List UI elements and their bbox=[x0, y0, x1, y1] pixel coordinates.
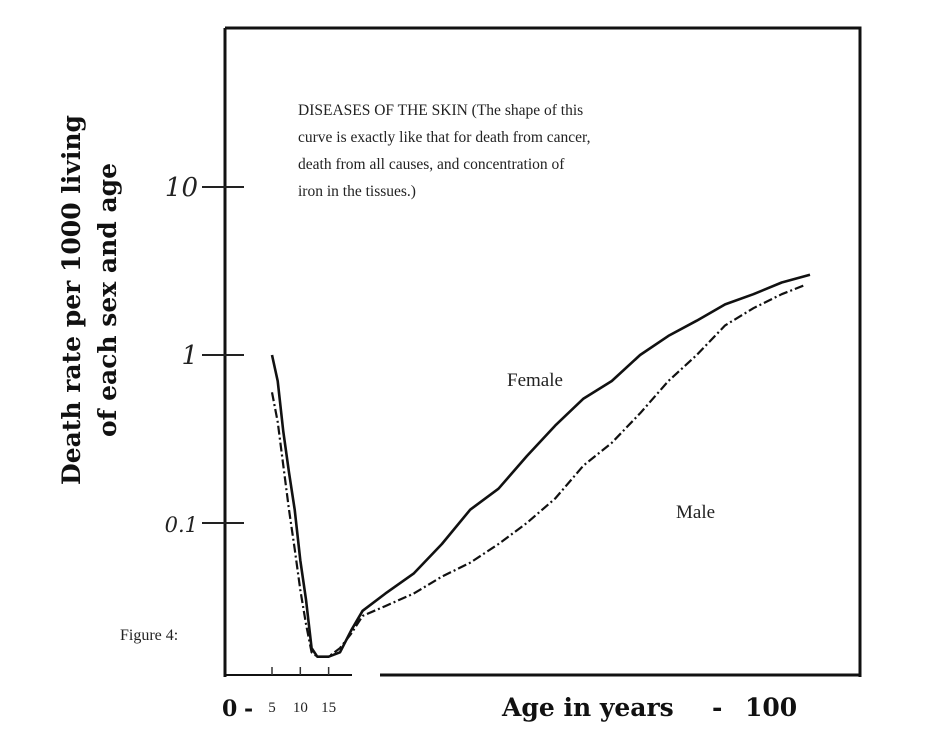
annotation-line-2: curve is exactly like that for death fro… bbox=[298, 129, 590, 146]
series-layer bbox=[270, 273, 811, 659]
x-tick-label: 5 bbox=[268, 700, 276, 716]
x-axis-label: 0 - Age in years - 100 bbox=[222, 693, 797, 722]
annotation-line-3: death from all causes, and concentration… bbox=[298, 156, 565, 173]
annotation-line-1: DISEASES OF THE SKIN (The shape of this bbox=[298, 102, 583, 119]
y-tick-label: 0.1 bbox=[165, 513, 198, 537]
series-label-male: Male bbox=[676, 502, 715, 523]
x-axis-title: Age in years bbox=[501, 693, 674, 722]
annotation-line-4: iron in the tissues.) bbox=[298, 183, 416, 200]
series-label-female: Female bbox=[507, 370, 563, 391]
y-tick-label: 1 bbox=[181, 341, 198, 371]
series-line-male bbox=[270, 284, 805, 658]
x-axis-max-label: 100 bbox=[745, 693, 797, 722]
x-axis-dash-right: - bbox=[712, 693, 722, 722]
y-axis-label-line-2: of each sex and age bbox=[93, 163, 122, 437]
x-tick-label: 15 bbox=[321, 700, 336, 716]
y-tick-label: 10 bbox=[165, 173, 198, 203]
plot-frame bbox=[225, 26, 862, 677]
figure-caption: Figure 4: bbox=[120, 627, 178, 644]
y-ticks: 10 1 0.1 bbox=[165, 173, 244, 537]
x-axis-zero-label: 0 bbox=[222, 696, 237, 722]
series-line-female bbox=[270, 273, 811, 659]
chart-annotation: DISEASES OF THE SKIN (The shape of this … bbox=[298, 102, 590, 200]
x-tick-label: 10 bbox=[293, 700, 308, 716]
y-axis-label-line-1: Death rate per 1000 living bbox=[57, 115, 86, 485]
x-ticks: 5 10 15 bbox=[268, 667, 336, 716]
y-axis-label: Death rate per 1000 living of each sex a… bbox=[57, 115, 122, 485]
x-axis-dash-left: - bbox=[244, 696, 253, 722]
